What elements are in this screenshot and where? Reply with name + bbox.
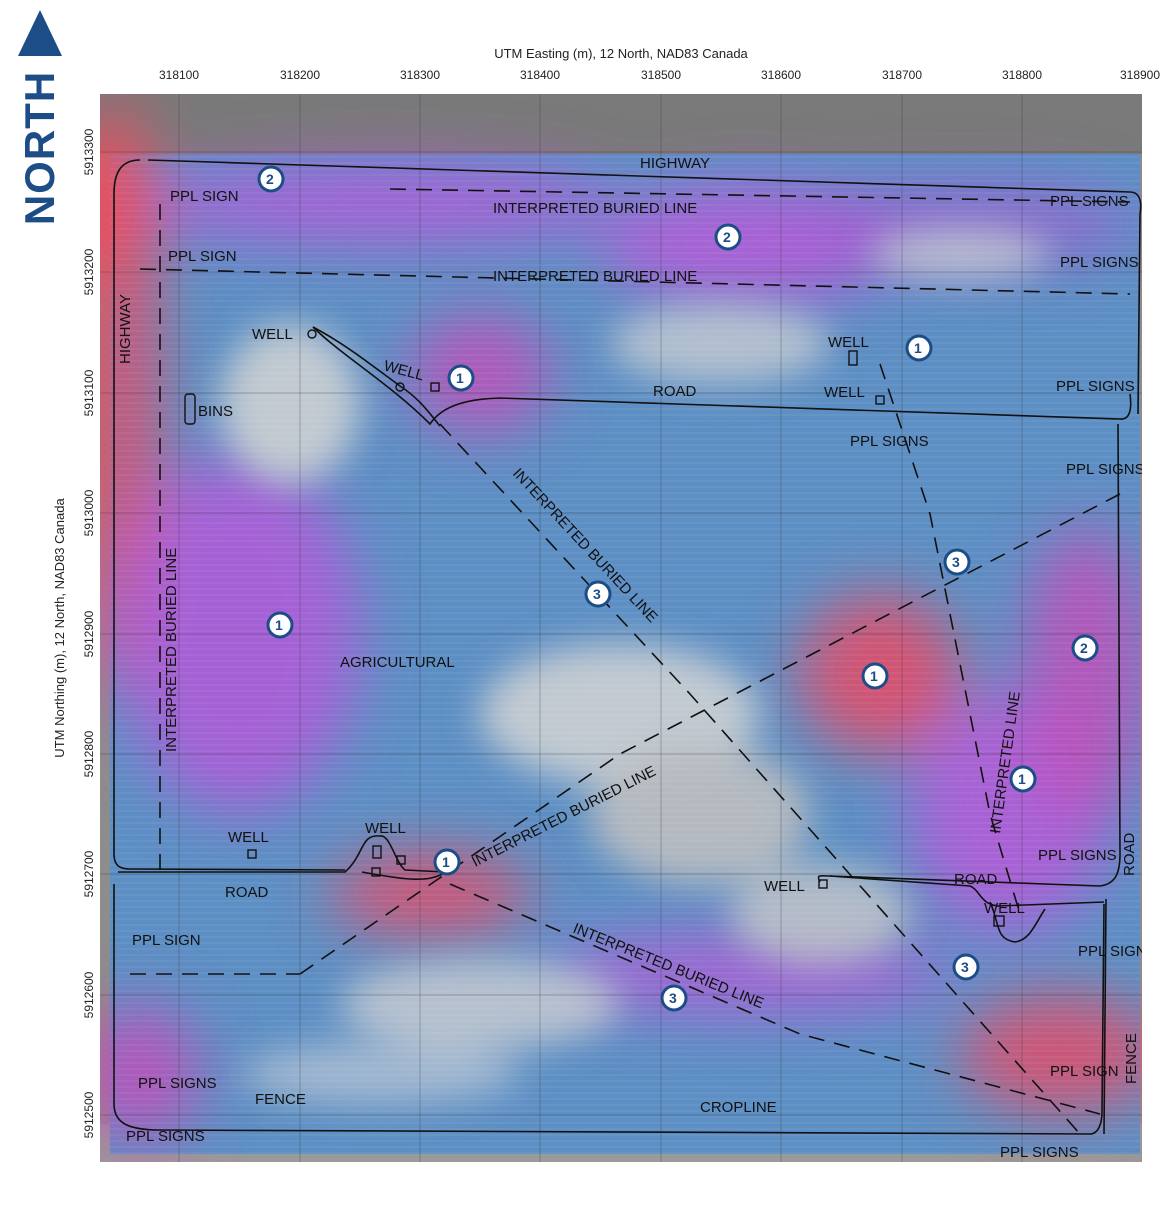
marker: 1 [863, 664, 887, 688]
label-ppl-signs: PPL SIGNS [1038, 847, 1117, 864]
north-arrow-icon [18, 10, 62, 60]
marker: 1 [449, 366, 473, 390]
marker: 3 [945, 550, 969, 574]
svg-text:1: 1 [442, 854, 450, 870]
label-ppl-signs: PPL SIGNS [138, 1075, 217, 1092]
svg-text:3: 3 [593, 586, 601, 602]
label-well: WELL [828, 334, 869, 351]
x-tick: 318300 [380, 68, 460, 82]
x-tick: 318500 [621, 68, 701, 82]
svg-text:1: 1 [914, 340, 922, 356]
marker: 3 [954, 955, 978, 979]
x-tick: 318200 [260, 68, 340, 82]
label-ppl-sign: PPL SIGN [1050, 1063, 1119, 1080]
label-road: ROAD [225, 884, 269, 901]
label-highway-top: HIGHWAY [640, 155, 710, 172]
svg-text:2: 2 [723, 229, 731, 245]
label-ppl-signs: PPL SIGNS [1056, 378, 1135, 395]
marker: 2 [259, 167, 283, 191]
marker: 1 [435, 850, 459, 874]
label-buried-line: INTERPRETED BURIED LINE [163, 548, 180, 752]
label-road: ROAD [653, 383, 697, 400]
label-ppl-sign: PPL SIGN [1078, 943, 1142, 960]
label-agricultural: AGRICULTURAL [340, 654, 455, 671]
x-axis-title: UTM Easting (m), 12 North, NAD83 Canada [100, 46, 1142, 61]
y-tick: 5913300 [82, 117, 96, 187]
label-well: WELL [824, 384, 865, 401]
label-well: WELL [252, 326, 293, 343]
x-tick: 318900 [1100, 68, 1162, 82]
label-ppl-signs: PPL SIGNS [1050, 193, 1129, 210]
x-tick: 318800 [982, 68, 1062, 82]
label-buried-line: INTERPRETED BURIED LINE [493, 200, 697, 217]
marker: 1 [907, 336, 931, 360]
label-well: WELL [228, 829, 269, 846]
svg-text:3: 3 [961, 959, 969, 975]
y-axis-title: UTM Northing (m), 12 North, NAD83 Canada [52, 448, 68, 808]
label-highway-left: HIGHWAY [117, 294, 134, 364]
label-ppl-signs: PPL SIGNS [126, 1128, 205, 1145]
label-bins: BINS [198, 403, 233, 420]
svg-text:1: 1 [275, 617, 283, 633]
label-ppl-signs: PPL SIGNS [1060, 254, 1139, 271]
svg-text:1: 1 [870, 668, 878, 684]
label-ppl-signs: PPL SIGNS [1000, 1144, 1079, 1161]
label-fence: FENCE [255, 1091, 306, 1108]
marker: 2 [716, 225, 740, 249]
label-fence: FENCE [1123, 1033, 1140, 1084]
y-tick: 5912700 [82, 839, 96, 909]
north-arrow: NORTH [18, 10, 62, 210]
label-ppl-sign: PPL SIGN [168, 248, 237, 265]
svg-text:3: 3 [669, 990, 677, 1006]
marker: 3 [586, 582, 610, 606]
marker: 1 [268, 613, 292, 637]
label-well: WELL [764, 878, 805, 895]
label-ppl-sign: PPL SIGN [132, 932, 201, 949]
label-well: WELL [365, 820, 406, 837]
x-tick: 318700 [862, 68, 942, 82]
label-well: WELL [984, 900, 1025, 917]
label-ppl-sign: PPL SIGN [170, 188, 239, 205]
x-tick: 318600 [741, 68, 821, 82]
y-tick: 5912900 [82, 599, 96, 669]
survey-map: HIGHWAY HIGHWAY PPL SIGN PPL SIGN INTERP… [100, 94, 1142, 1162]
label-road: ROAD [1121, 832, 1138, 876]
y-tick: 5913200 [82, 237, 96, 307]
label-ppl-signs: PPL SIGNS [850, 433, 929, 450]
label-road: ROAD [954, 871, 998, 888]
x-tick: 318400 [500, 68, 580, 82]
y-tick: 5913100 [82, 358, 96, 428]
svg-text:2: 2 [266, 171, 274, 187]
marker: 2 [1073, 636, 1097, 660]
y-tick: 5912500 [82, 1080, 96, 1150]
marker: 3 [662, 986, 686, 1010]
svg-text:3: 3 [952, 554, 960, 570]
y-tick: 5912800 [82, 719, 96, 789]
north-label: NORTH [20, 68, 60, 228]
marker: 1 [1011, 767, 1035, 791]
x-tick: 318100 [139, 68, 219, 82]
label-ppl-signs: PPL SIGNS [1066, 461, 1142, 478]
label-buried-line: INTERPRETED BURIED LINE [493, 268, 697, 285]
svg-text:1: 1 [456, 370, 464, 386]
svg-text:2: 2 [1080, 640, 1088, 656]
y-tick: 5913000 [82, 478, 96, 548]
y-tick: 5912600 [82, 960, 96, 1030]
label-cropline: CROPLINE [700, 1099, 777, 1116]
svg-text:1: 1 [1018, 771, 1026, 787]
